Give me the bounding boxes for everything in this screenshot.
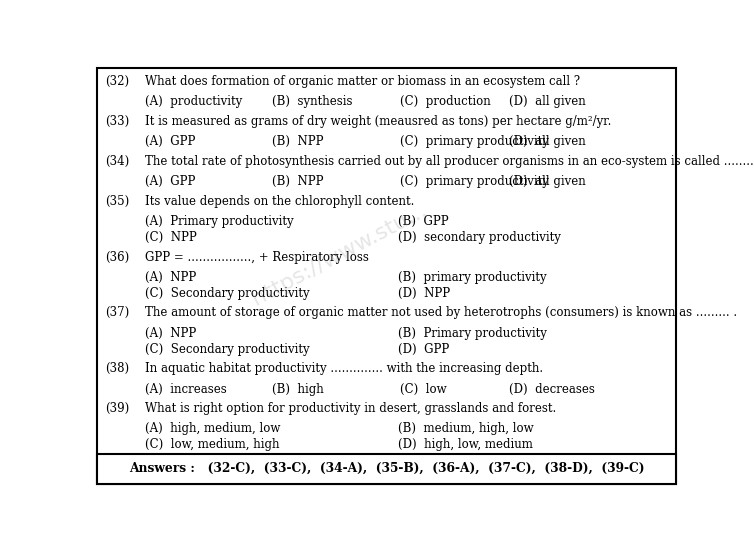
Text: (B)  medium, high, low: (B) medium, high, low	[398, 423, 534, 436]
Text: (B)  NPP: (B) NPP	[272, 175, 324, 188]
Text: (36): (36)	[105, 251, 129, 264]
Text: The amount of storage of organic matter not used by heterotrophs (consumers) is : The amount of storage of organic matter …	[145, 306, 737, 319]
Text: (B)  NPP: (B) NPP	[272, 135, 324, 148]
Text: (A)  Primary productivity: (A) Primary productivity	[145, 215, 294, 228]
Text: (A)  increases: (A) increases	[145, 383, 227, 395]
Text: Answers :   (32-C),  (33-C),  (34-A),  (35-B),  (36-A),  (37-C),  (38-D),  (39-C: Answers : (32-C), (33-C), (34-A), (35-B)…	[129, 462, 644, 475]
Text: (34): (34)	[105, 155, 129, 168]
Text: (C)  low, medium, high: (C) low, medium, high	[145, 438, 280, 452]
Text: (D)  all given: (D) all given	[509, 175, 586, 188]
Text: (33): (33)	[105, 115, 129, 128]
Text: Its value depends on the chlorophyll content.: Its value depends on the chlorophyll con…	[145, 194, 415, 207]
Text: (D)  decreases: (D) decreases	[509, 383, 595, 395]
Text: (D)  secondary productivity: (D) secondary productivity	[398, 231, 561, 244]
Text: (39): (39)	[105, 402, 129, 416]
Text: (A)  NPP: (A) NPP	[145, 271, 196, 284]
Text: The total rate of photosynthesis carried out by all producer organisms in an eco: The total rate of photosynthesis carried…	[145, 155, 754, 168]
Text: (D)  high, low, medium: (D) high, low, medium	[398, 438, 533, 452]
Text: (C)  Secondary productivity: (C) Secondary productivity	[145, 342, 310, 355]
Text: (D)  all given: (D) all given	[509, 135, 586, 148]
Text: (D)  GPP: (D) GPP	[398, 342, 449, 355]
Text: (37): (37)	[105, 306, 129, 319]
Text: It is measured as grams of dry weight (meausred as tons) per hectare g/m²/yr.: It is measured as grams of dry weight (m…	[145, 115, 611, 128]
Text: (B)  synthesis: (B) synthesis	[272, 95, 353, 108]
Text: (C)  low: (C) low	[400, 383, 446, 395]
Text: (C)  primary productivity: (C) primary productivity	[400, 135, 549, 148]
FancyBboxPatch shape	[97, 454, 676, 484]
Text: (B)  primary productivity: (B) primary productivity	[398, 271, 547, 284]
Text: (C)  production: (C) production	[400, 95, 491, 108]
Text: (A)  high, medium, low: (A) high, medium, low	[145, 423, 280, 436]
Text: (D)  NPP: (D) NPP	[398, 287, 450, 300]
Text: (C)  NPP: (C) NPP	[145, 231, 197, 244]
Text: (32): (32)	[105, 75, 129, 88]
Text: (38): (38)	[105, 363, 129, 375]
Text: (B)  high: (B) high	[272, 383, 324, 395]
Text: GPP = ................., + Respiratory loss: GPP = ................., + Respiratory l…	[145, 251, 369, 264]
Text: https://www.stu...: https://www.stu...	[249, 200, 431, 310]
Text: (C)  Secondary productivity: (C) Secondary productivity	[145, 287, 310, 300]
Text: (A)  NPP: (A) NPP	[145, 327, 196, 340]
Text: (35): (35)	[105, 194, 129, 207]
Text: (B)  Primary productivity: (B) Primary productivity	[398, 327, 547, 340]
Text: (C)  primary productivity: (C) primary productivity	[400, 175, 549, 188]
Text: (A)  GPP: (A) GPP	[145, 175, 195, 188]
Text: (A)  productivity: (A) productivity	[145, 95, 242, 108]
Text: What is right option for productivity in desert, grasslands and forest.: What is right option for productivity in…	[145, 402, 556, 416]
Text: (D)  all given: (D) all given	[509, 95, 586, 108]
Text: In aquatic habitat productivity .............. with the increasing depth.: In aquatic habitat productivity ........…	[145, 363, 543, 375]
Text: (B)  GPP: (B) GPP	[398, 215, 449, 228]
Text: (A)  GPP: (A) GPP	[145, 135, 195, 148]
FancyBboxPatch shape	[97, 68, 676, 484]
Text: What does formation of organic matter or biomass in an ecosystem call ?: What does formation of organic matter or…	[145, 75, 581, 88]
